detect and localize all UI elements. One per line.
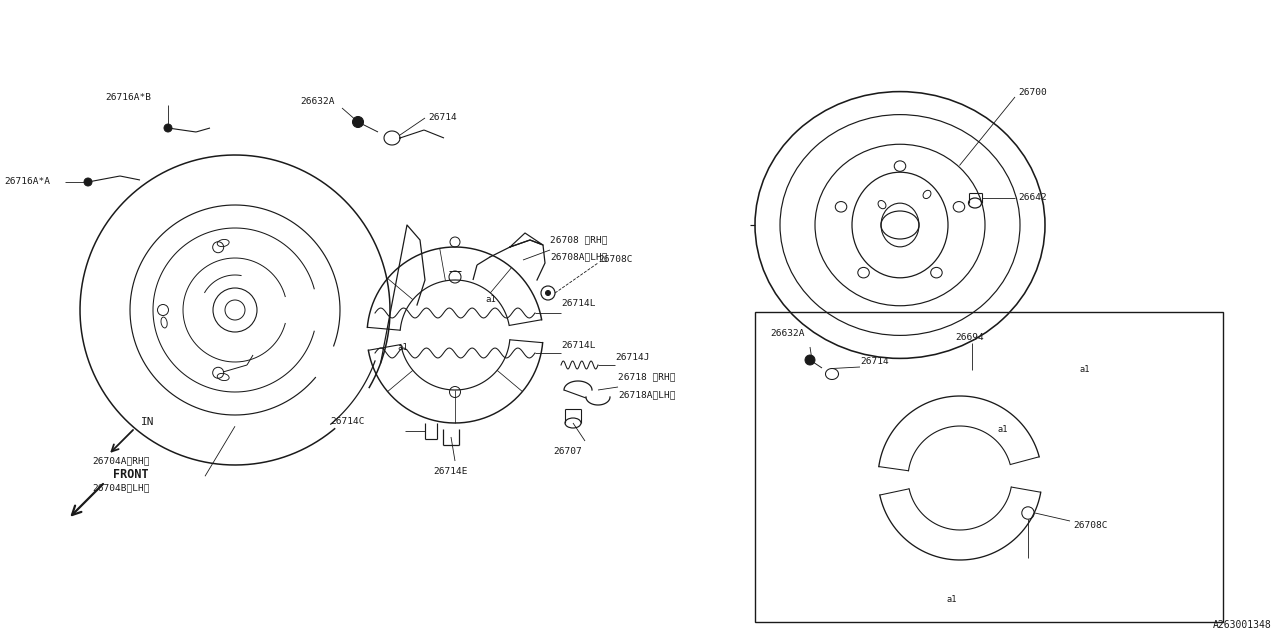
- Text: 26716A*B: 26716A*B: [105, 93, 151, 102]
- Text: a1: a1: [998, 426, 1009, 435]
- Text: 26714L: 26714L: [561, 298, 595, 307]
- Text: 26718 〈RH〉: 26718 〈RH〉: [618, 372, 676, 381]
- Text: a1: a1: [947, 595, 957, 605]
- Text: 26708C: 26708C: [1073, 520, 1107, 529]
- Text: a1: a1: [1080, 365, 1091, 374]
- Circle shape: [84, 178, 92, 186]
- Text: a1: a1: [485, 296, 495, 305]
- Text: 26707: 26707: [553, 447, 581, 456]
- Text: A263001348: A263001348: [1213, 620, 1272, 630]
- Circle shape: [805, 355, 815, 365]
- Text: 26642: 26642: [1018, 193, 1047, 202]
- Text: 26718A〈LH〉: 26718A〈LH〉: [618, 390, 676, 399]
- Text: 26704B〈LH〉: 26704B〈LH〉: [92, 484, 150, 493]
- Text: 26714: 26714: [860, 358, 888, 367]
- Circle shape: [545, 291, 550, 296]
- Text: 26700: 26700: [1018, 88, 1047, 97]
- Text: 26708C: 26708C: [598, 255, 632, 264]
- Text: 26708 〈RH〉: 26708 〈RH〉: [550, 236, 608, 244]
- Text: 26714L: 26714L: [561, 340, 595, 349]
- Text: 26694: 26694: [955, 333, 984, 342]
- Text: IN: IN: [141, 417, 155, 427]
- Circle shape: [352, 116, 364, 127]
- Text: 26716A*A: 26716A*A: [4, 177, 50, 186]
- Text: 26708A〈LH〉: 26708A〈LH〉: [550, 253, 608, 262]
- Text: FRONT: FRONT: [113, 467, 148, 481]
- Text: 26714C: 26714C: [330, 417, 365, 426]
- Text: 26704A〈RH〉: 26704A〈RH〉: [92, 457, 150, 466]
- Text: 26632A: 26632A: [300, 97, 334, 106]
- Text: a1: a1: [397, 342, 408, 351]
- Text: 26714J: 26714J: [614, 353, 649, 362]
- Text: 26714E: 26714E: [433, 467, 467, 476]
- Text: 26714: 26714: [428, 113, 457, 122]
- Bar: [755, 312, 1222, 622]
- Circle shape: [164, 124, 172, 132]
- Text: 26632A: 26632A: [771, 330, 805, 339]
